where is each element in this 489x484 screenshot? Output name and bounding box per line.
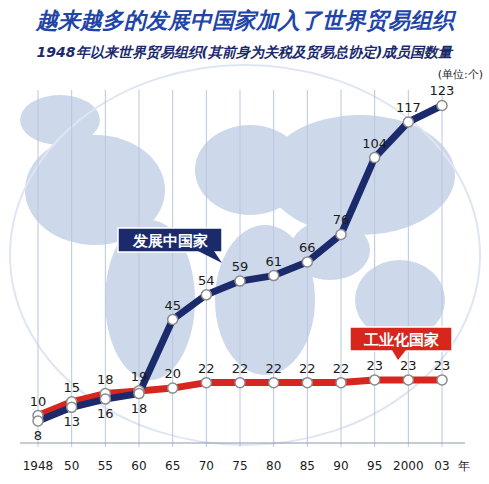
tick-label: 55 [98,459,113,473]
grid-line [307,90,308,447]
marker [370,375,380,385]
tick-label: 85 [300,459,315,473]
data-label: 18 [97,372,114,387]
marker [269,271,279,281]
tick-label: 65 [165,459,180,473]
tick-label: 70 [199,459,214,473]
marker [33,416,43,426]
marker [302,257,312,267]
data-label: 76 [333,212,350,227]
data-label: 117 [396,100,421,115]
grid-line [442,90,443,447]
data-label: 45 [164,298,181,313]
marker [437,100,447,110]
marker [168,315,178,325]
data-label: 22 [299,361,316,376]
grid [38,90,442,447]
marker [403,117,413,127]
data-label: 22 [333,361,350,376]
grid-line [341,90,342,447]
data-labels: 8 10 13 15 16 18 18 19 45 20 54 22 59 22 61 22 66 22 76 22 1… [30,83,455,443]
marker [168,383,178,393]
data-label: 8 [34,428,42,443]
data-label: 123 [430,83,455,98]
data-label: 16 [97,406,114,421]
series-name: 发展中国家 [132,232,208,250]
marker [67,402,77,412]
marker [336,229,346,239]
tick-label: 50 [64,459,79,473]
data-label: 66 [299,240,316,255]
marker [336,378,346,388]
callout-box [350,327,452,351]
callout-box [118,228,222,252]
subtitle: 1948年以来世界贸易组织(其前身为关税及贸易总协定)成员国数量 [37,44,455,60]
data-label: 23 [434,358,451,373]
chart: 越来越多的发展中国家加入了世界贸易组织 1948年以来世界贸易组织(其前身为关税及… [0,0,489,484]
tick-label: 75 [232,459,247,473]
data-label: 59 [232,259,249,274]
tick-label: 80 [266,459,281,473]
data-label: 61 [265,254,282,269]
marker [201,290,211,300]
data-label: 22 [265,361,282,376]
marker [302,378,312,388]
marker [201,378,211,388]
data-label: 104 [362,136,387,151]
marker [134,389,144,399]
y-axis-label: (单位:个) [438,68,483,81]
data-label: 10 [30,394,47,409]
data-label: 15 [63,380,80,395]
grid-line [408,90,409,447]
data-label: 23 [366,358,383,373]
tick-label: 60 [131,459,146,473]
series-callout: 发展中国家 [118,228,222,263]
tick-label: 1948 [23,459,54,473]
tick-label: 90 [333,459,348,473]
marker [269,378,279,388]
data-label: 23 [400,358,417,373]
callout-pointer [198,251,222,263]
data-label: 22 [198,361,215,376]
marker [235,378,245,388]
plot-area [33,100,447,426]
data-label: 22 [232,361,249,376]
data-label: 19 [131,369,148,384]
marker [437,375,447,385]
tick-label: 2000 [393,459,424,473]
tick-label: 95 [367,459,382,473]
data-label: 18 [131,401,148,416]
marker [370,153,380,163]
axis-line [20,443,465,444]
marker [100,394,110,404]
x-tick-labels: 1948 50 55 60 65 70 75 80 85 90 95 2000 03 [23,459,450,473]
background [0,0,489,484]
series-line [38,106,442,422]
map-outline [10,65,480,445]
callout-pointer [392,350,406,360]
series-callout: 工业化国家 [350,327,452,360]
series-name: 工业化国家 [363,331,439,349]
marker [235,276,245,286]
data-label: 54 [198,273,215,288]
x-axis-label: 年 [458,459,470,473]
grid-line [206,90,207,447]
marker [403,375,413,385]
data-label: 20 [164,366,181,381]
title: 越来越多的发展中国家加入了世界贸易组织 [35,8,457,33]
map-background [10,65,480,445]
data-label: 13 [63,414,80,429]
tick-label: 03 [434,459,449,473]
map-shape [215,225,315,375]
map-shape [290,220,370,280]
